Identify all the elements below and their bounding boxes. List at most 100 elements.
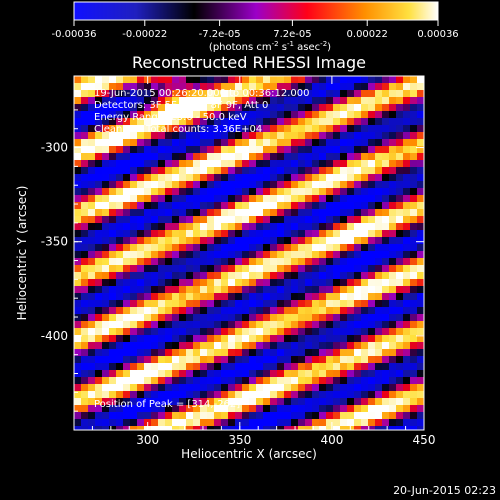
heatmap-cell [242,118,250,126]
heatmap-cell [235,90,243,98]
heatmap-cell [130,202,138,210]
heatmap-cell [284,132,292,140]
heatmap-cell [291,139,299,147]
heatmap-cell [144,384,152,392]
heatmap-cell [242,419,250,427]
heatmap-cell [144,202,152,210]
heatmap-cell [319,216,327,224]
heatmap-cell [256,412,264,420]
heatmap-cell [333,83,341,91]
heatmap-cell [326,335,334,343]
heatmap-cell [256,300,264,308]
heatmap-cell [74,118,82,126]
heatmap-cell [137,139,145,147]
heatmap-cell [235,244,243,252]
heatmap-cell [214,195,222,203]
heatmap-cell [382,76,390,84]
heatmap-cell [95,398,103,406]
heatmap-cell [130,160,138,168]
heatmap-cell [144,349,152,357]
heatmap-cell [298,104,306,112]
heatmap-cell [340,195,348,203]
heatmap-cell [354,251,362,259]
heatmap-cell [228,244,236,252]
heatmap-cell [228,286,236,294]
heatmap-cell [312,216,320,224]
heatmap-cell [333,265,341,273]
heatmap-cell [347,419,355,427]
heatmap-cell [137,97,145,105]
heatmap-cell [207,300,215,308]
heatmap-cell [95,244,103,252]
heatmap-cell [109,419,117,427]
heatmap-cell [298,307,306,315]
heatmap-cell [228,97,236,105]
heatmap-cell [340,174,348,182]
heatmap-cell [361,412,369,420]
heatmap-cell [235,370,243,378]
heatmap-cell [389,286,397,294]
heatmap-cell [347,412,355,420]
heatmap-cell [172,342,180,350]
heatmap-cell [284,160,292,168]
heatmap-cell [158,174,166,182]
heatmap-cell [396,286,404,294]
heatmap-cell [375,90,383,98]
heatmap-cell [151,419,159,427]
heatmap-cell [389,230,397,238]
heatmap-cell [249,83,257,91]
heatmap-cell [130,244,138,252]
heatmap-cell [235,356,243,364]
heatmap-cell [200,384,208,392]
footer-timestamp: 20-Jun-2015 02:23 [393,484,496,497]
heatmap-cell [382,314,390,322]
heatmap-cell [249,391,257,399]
heatmap-cell [375,384,383,392]
heatmap-cell [263,209,271,217]
heatmap-cell [207,146,215,154]
heatmap-cell [368,300,376,308]
heatmap-cell [123,328,131,336]
heatmap-cell [312,153,320,161]
heatmap-cell [235,139,243,147]
heatmap-cell [382,181,390,189]
heatmap-cell [403,209,411,217]
heatmap-cell [116,216,124,224]
heatmap-cell [312,363,320,371]
heatmap-cell [375,258,383,266]
heatmap-cell [319,405,327,413]
heatmap-cell [277,384,285,392]
heatmap-cell [340,426,348,430]
heatmap-cell [200,76,208,84]
heatmap-cell [74,139,82,147]
heatmap-cell [172,426,180,430]
heatmap-cell [179,223,187,231]
heatmap-cell [242,272,250,280]
heatmap-cell [242,349,250,357]
heatmap-cell [179,412,187,420]
heatmap-cell [172,139,180,147]
heatmap-cell [410,328,418,336]
heatmap-cell [165,363,173,371]
heatmap-cell [151,272,159,280]
heatmap-cell [214,104,222,112]
heatmap-cell [347,188,355,196]
heatmap-cell [263,216,271,224]
heatmap-cell [277,174,285,182]
heatmap-cell [319,307,327,315]
heatmap-cell [221,118,229,126]
heatmap-cell [102,146,110,154]
heatmap-cell [396,188,404,196]
heatmap-cell [235,272,243,280]
heatmap-cell [375,321,383,329]
heatmap-cell [256,426,264,430]
heatmap-cell [193,258,201,266]
heatmap-cell [235,342,243,350]
heatmap-cell [263,370,271,378]
heatmap-cell [200,202,208,210]
heatmap-cell [235,111,243,119]
heatmap-cell [298,132,306,140]
heatmap-cell [116,391,124,399]
heatmap-cell [144,279,152,287]
heatmap-cell [361,300,369,308]
